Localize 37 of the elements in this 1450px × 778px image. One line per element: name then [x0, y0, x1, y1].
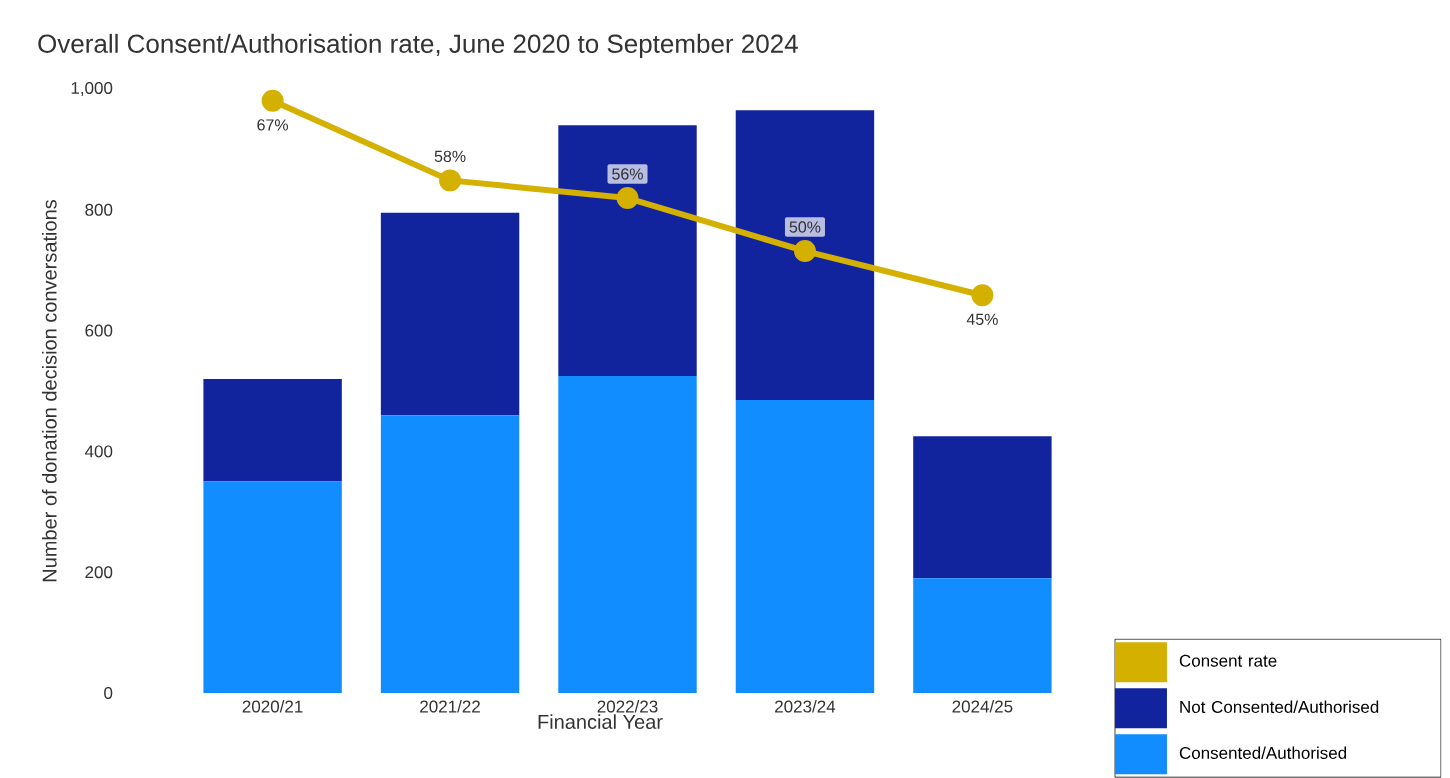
legend-label: Consented/Authorised: [1179, 746, 1347, 759]
x-tick-label: 2024/25: [952, 700, 1013, 713]
bar: [558, 375, 697, 693]
legend-label: Not Consented/Authorised: [1180, 700, 1379, 713]
data-label: 50%: [789, 221, 821, 233]
bar: [203, 481, 342, 693]
point: [616, 187, 639, 210]
y-tick-label: 400: [84, 445, 113, 458]
bar: [735, 110, 875, 401]
y-tick-label: 1,000: [71, 81, 113, 97]
x-tick-label: 2021/22: [420, 700, 480, 713]
x-axis-title: Financial Year: [538, 714, 663, 729]
x-tick-label: 2023/24: [775, 700, 836, 713]
data-label: 58%: [434, 150, 466, 162]
chart-title: Overall Consent/Authorisation rate, June 2020 to September 2024: [38, 33, 798, 59]
x-tick-label: 2022/23: [597, 700, 658, 713]
y-tick-label: 600: [85, 324, 113, 337]
point: [793, 240, 816, 263]
legend-label: Consent rate: [1179, 654, 1277, 667]
point: [439, 169, 462, 192]
y-tick-label: 800: [85, 203, 113, 216]
bar: [735, 400, 875, 693]
bar: [558, 125, 697, 376]
bar: [913, 436, 1052, 579]
bar: [380, 212, 520, 416]
data-label: 67%: [257, 119, 289, 131]
point: [261, 89, 284, 112]
x-tick-label: 2020/21: [242, 700, 303, 713]
bar: [380, 415, 520, 693]
bar: [203, 378, 342, 482]
y-tick-label: 200: [85, 566, 113, 579]
y-axis-title: Number of donation decision conversations: [41, 200, 57, 582]
data-label: 45%: [966, 313, 998, 325]
bar: [913, 578, 1052, 693]
data-label: 56%: [612, 168, 643, 180]
y-tick-label: 0: [104, 686, 113, 700]
point: [971, 284, 994, 307]
